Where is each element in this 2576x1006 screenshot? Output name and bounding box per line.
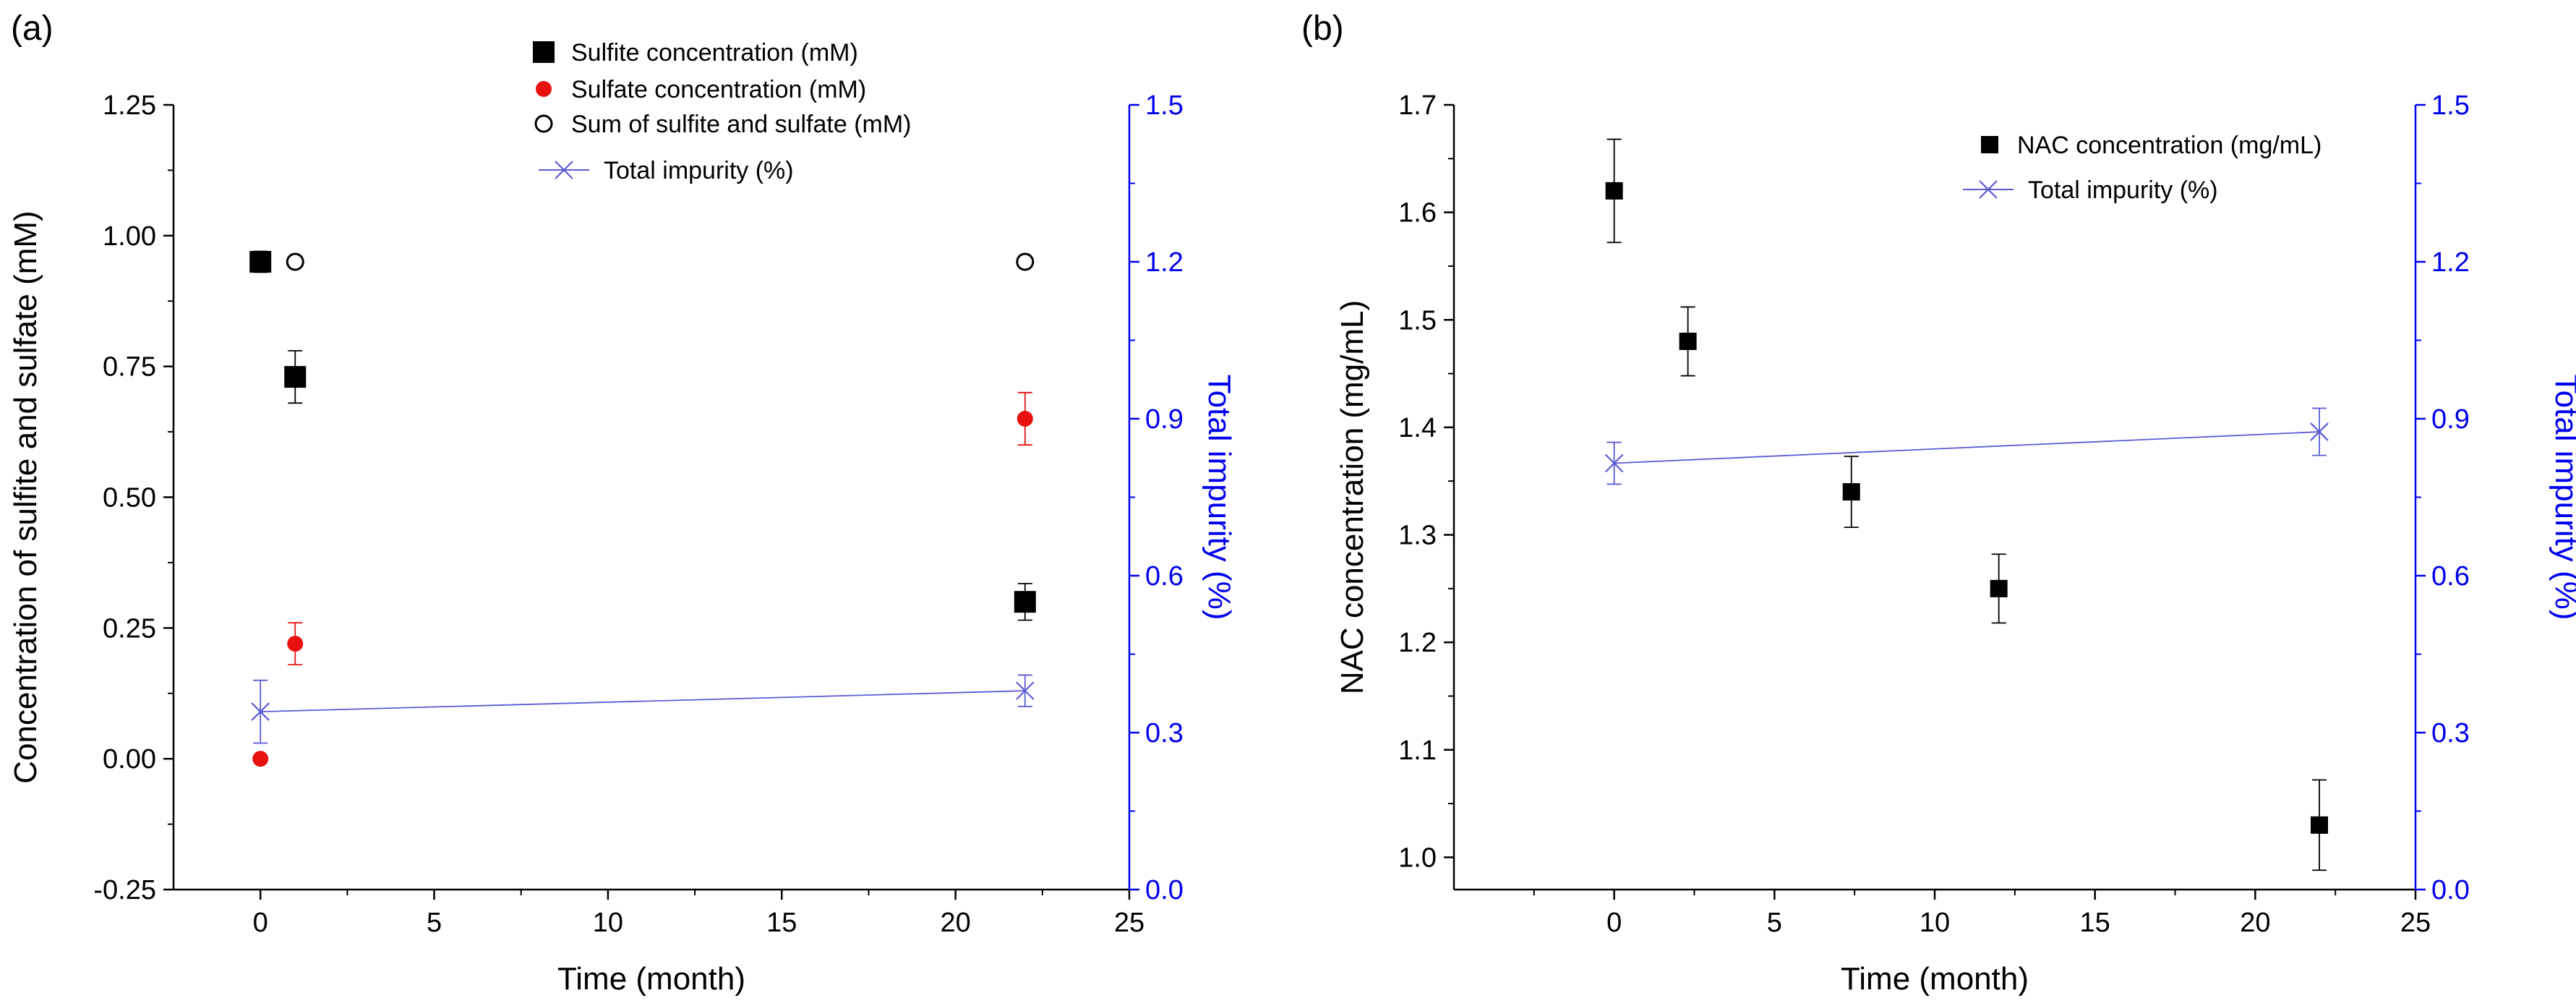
y-tick-label: 1.25 <box>103 90 156 121</box>
y-tick-label: 1.0 <box>1398 843 1437 873</box>
y-tick-label: 1.00 <box>103 221 156 252</box>
data-point <box>287 636 304 652</box>
legend-label: Sulfate concentration (mM) <box>571 76 866 103</box>
data-point <box>1605 182 1623 200</box>
y2-tick-label: 0.0 <box>2431 875 2470 905</box>
y2-tick-label: 0.9 <box>1145 404 1184 435</box>
legend-marker <box>1981 136 1998 153</box>
series-total-impurity <box>251 674 1035 744</box>
y2-tick-label: 1.2 <box>1145 247 1184 278</box>
legend-entry: Sum of sulfite and sulfate (mM) <box>534 111 912 138</box>
series-sum-of-sulfite-and-sulfate-mm <box>251 252 1035 271</box>
data-point <box>1842 483 1860 501</box>
panel-label: (b) <box>1301 9 1344 48</box>
legend-entry: Total impurity (%) <box>539 157 794 184</box>
data-point <box>1016 252 1035 271</box>
y-axis-title: NAC concentration (mg/mL) <box>1335 300 1370 694</box>
legend-label: Sum of sulfite and sulfate (mM) <box>571 111 912 138</box>
legend-entry: Sulfite concentration (mM) <box>533 39 858 67</box>
y2-tick-label: 1.5 <box>1145 90 1184 121</box>
y2-tick-label: 1.2 <box>2431 247 2470 278</box>
y2-tick-label: 0.3 <box>1145 718 1184 749</box>
y2-tick-label: 0.9 <box>2431 404 2470 435</box>
data-point <box>2310 422 2329 441</box>
y-tick-label: -0.25 <box>93 875 156 905</box>
y-tick-label: 0.00 <box>103 744 156 775</box>
y-tick-label: 1.2 <box>1398 628 1437 658</box>
series-sulfite-concentration-mm <box>249 250 1036 621</box>
y-tick-label: 1.1 <box>1398 736 1437 766</box>
x-tick-label: 5 <box>1767 908 1782 938</box>
x-tick-label: 10 <box>1920 908 1950 938</box>
data-point <box>1604 453 1624 473</box>
x-tick-label: 15 <box>2080 908 2110 938</box>
legend-marker <box>534 114 553 133</box>
legend-entry: Sulfate concentration (mM) <box>536 76 866 103</box>
chart-panel-a: (a) 0 5 10 15 20 25 -0.25 0.00 0.25 0.50 0.75 1.00 1.… <box>8 9 1237 997</box>
y-tick-label: 0.25 <box>103 613 156 644</box>
y-tick-label: 1.3 <box>1398 521 1437 551</box>
data-point <box>1014 591 1036 613</box>
y2-axis-title: Total impurity (%) <box>2549 375 2576 621</box>
impurity-trend-line <box>1614 431 2320 464</box>
data-point <box>251 252 270 271</box>
legend-marker <box>1979 180 1998 199</box>
impurity-trend-line <box>260 690 1025 712</box>
data-point <box>2311 816 2328 834</box>
y-tick-label: 1.4 <box>1398 413 1437 443</box>
y2-tick-label: 0.0 <box>1145 875 1184 905</box>
data-point <box>1017 411 1033 427</box>
data-point <box>1679 332 1697 350</box>
y2-axis-title: Total impurity (%) <box>1202 375 1237 621</box>
x-tick-label: 10 <box>593 908 623 938</box>
legend-entry: Total impurity (%) <box>1963 176 2218 204</box>
chart-panel-b: (b) 0 5 10 15 20 25 1.0 1.1 1.2 1.3 1.4 1.5 1.6 1.7 0.0… <box>1301 9 2576 997</box>
data-point <box>286 252 304 271</box>
y-tick-label: 1.7 <box>1398 90 1437 121</box>
y2-tick-label: 0.6 <box>1145 561 1184 592</box>
legend-marker <box>536 81 552 97</box>
data-point <box>1016 681 1035 700</box>
legend-label: Sulfite concentration (mM) <box>571 39 858 67</box>
legend-marker <box>555 161 573 179</box>
legend-label: NAC concentration (mg/mL) <box>2017 132 2322 159</box>
y-tick-label: 0.50 <box>103 483 156 513</box>
series-total-impurity <box>1604 407 2329 485</box>
x-axis-title: Time (month) <box>1841 961 2029 997</box>
legend-marker <box>533 41 555 63</box>
x-tick-label: 25 <box>2400 908 2431 938</box>
x-tick-label: 20 <box>940 908 970 938</box>
legend-label: Total impurity (%) <box>604 157 794 184</box>
x-tick-label: 15 <box>766 908 797 938</box>
data-point <box>1990 579 2008 597</box>
x-axis-title: Time (month) <box>557 961 745 997</box>
panel-label: (a) <box>11 9 54 48</box>
x-tick-label: 25 <box>1114 908 1144 938</box>
y-tick-label: 1.5 <box>1398 305 1437 336</box>
y2-tick-label: 1.5 <box>2431 90 2470 121</box>
data-point <box>284 366 307 388</box>
legend-entry: NAC concentration (mg/mL) <box>1981 132 2322 159</box>
y-tick-label: 1.6 <box>1398 198 1437 229</box>
data-point <box>251 702 270 721</box>
y-tick-label: 0.75 <box>103 352 156 383</box>
y2-tick-label: 0.6 <box>2431 561 2470 592</box>
x-tick-label: 0 <box>1606 908 1622 938</box>
series-sulfate-concentration-mm <box>252 391 1033 767</box>
data-point <box>252 751 269 767</box>
y2-tick-label: 0.3 <box>2431 718 2470 749</box>
series-nac-concentration-mg-ml <box>1605 138 2328 871</box>
legend-label: Total impurity (%) <box>2028 176 2218 204</box>
x-tick-label: 0 <box>253 908 268 938</box>
x-tick-label: 5 <box>427 908 442 938</box>
x-tick-label: 20 <box>2240 908 2270 938</box>
y-axis-title: Concentration of sulfite and sulfate (mM… <box>8 210 43 783</box>
